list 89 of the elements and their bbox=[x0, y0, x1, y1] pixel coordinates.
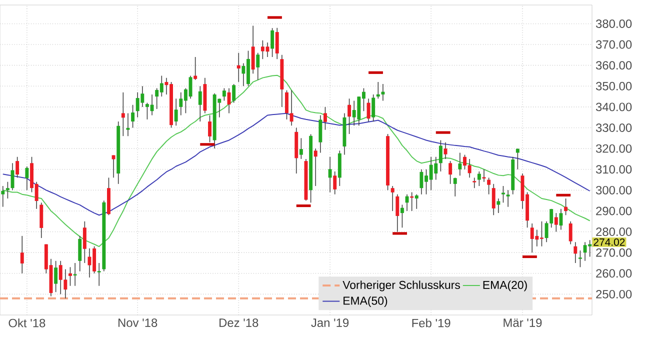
candlestick bbox=[376, 82, 380, 100]
candlestick bbox=[97, 262, 101, 286]
candlestick bbox=[324, 106, 327, 130]
candlestick bbox=[285, 90, 288, 120]
candlestick bbox=[1, 186, 5, 208]
candlestick bbox=[496, 198, 500, 214]
candlestick bbox=[516, 148, 520, 170]
candlestick bbox=[444, 142, 448, 160]
candlestick bbox=[112, 154, 116, 178]
y-tick-label: 340.00 bbox=[596, 102, 632, 112]
candlestick bbox=[381, 84, 385, 102]
candlestick bbox=[236, 52, 240, 82]
y-tick-label: 350.00 bbox=[596, 82, 632, 90]
candlestick bbox=[506, 190, 510, 208]
candlestick bbox=[25, 166, 29, 191]
candlestick bbox=[438, 140, 442, 172]
candlestick bbox=[559, 208, 563, 230]
candlestick bbox=[568, 220, 572, 245]
candlestick bbox=[68, 266, 72, 286]
candlestick bbox=[348, 98, 352, 134]
candlestick bbox=[318, 114, 322, 154]
legend-label: Vorheriger Schlusskurs bbox=[342, 280, 460, 292]
candlestick bbox=[492, 184, 496, 216]
candlestick bbox=[275, 27, 279, 60]
x-tick-label: Okt '18 bbox=[8, 318, 46, 328]
candlestick bbox=[366, 98, 370, 122]
candlestick bbox=[82, 220, 86, 264]
candlestick bbox=[453, 177, 457, 197]
candlestick bbox=[477, 171, 481, 186]
candlestick bbox=[232, 84, 236, 104]
candlestick bbox=[502, 186, 505, 204]
x-tick-label: Dez '18 bbox=[220, 318, 258, 327]
candlestick bbox=[487, 177, 491, 195]
candlestick bbox=[396, 194, 400, 232]
candlestick bbox=[290, 90, 294, 126]
candlestick bbox=[6, 181, 10, 199]
legend-label: EMA(50) bbox=[344, 296, 388, 308]
y-tick-label: 290.00 bbox=[596, 206, 632, 216]
text: 274.02 bbox=[594, 238, 625, 246]
candlestick bbox=[578, 250, 582, 268]
candlestick bbox=[20, 236, 24, 274]
candlestick bbox=[564, 198, 568, 216]
y-tick-label: 310.00 bbox=[596, 165, 632, 174]
candlestick bbox=[54, 260, 58, 293]
candlestick bbox=[472, 177, 476, 188]
y-tick-label: 250.00 bbox=[596, 290, 632, 298]
candlestick bbox=[222, 88, 226, 102]
y-tick-label: 300.00 bbox=[596, 186, 632, 194]
candlestick bbox=[299, 138, 303, 160]
candlestick bbox=[482, 168, 486, 182]
candlestick bbox=[174, 98, 178, 126]
candlestick bbox=[372, 94, 376, 122]
candlestick bbox=[448, 160, 452, 184]
candlestick bbox=[270, 28, 274, 58]
candlestick bbox=[78, 236, 82, 272]
candlestick bbox=[126, 112, 130, 136]
candlestick bbox=[400, 204, 404, 228]
candlestick bbox=[131, 104, 135, 128]
y-tick-label: 370.00 bbox=[596, 40, 632, 49]
candlestick bbox=[414, 194, 418, 210]
candlestick bbox=[256, 52, 260, 80]
x-tick-label: Mär '19 bbox=[504, 318, 542, 327]
y-tick-label: 280.00 bbox=[596, 228, 632, 236]
candlestick bbox=[251, 25, 255, 74]
x-tick-label: Jan '19 bbox=[311, 318, 349, 327]
candlestick bbox=[198, 86, 202, 122]
candlestick bbox=[554, 212, 558, 232]
candlestick bbox=[328, 156, 332, 193]
candlestick bbox=[40, 202, 44, 238]
candlestick bbox=[314, 148, 318, 186]
candlestick bbox=[16, 156, 20, 178]
legend-label: EMA(20) bbox=[483, 280, 527, 292]
candlestick bbox=[208, 114, 212, 143]
candlestick bbox=[574, 242, 578, 264]
x-tick-label: Nov '18 bbox=[118, 318, 158, 327]
y-tick-label: 270.00 bbox=[596, 248, 632, 257]
candlestick bbox=[405, 194, 409, 212]
candlestick bbox=[458, 152, 462, 176]
candlestick bbox=[73, 262, 77, 286]
y-tick-label: 260.00 bbox=[596, 269, 632, 278]
x-tick-label: Feb '19 bbox=[412, 318, 450, 328]
candlestick bbox=[390, 186, 394, 212]
y-tick-label: 380.00 bbox=[596, 19, 632, 28]
candlestick bbox=[333, 171, 337, 195]
y-tick-label: 330.00 bbox=[596, 124, 632, 132]
y-tick-label: 320.00 bbox=[596, 144, 632, 153]
candlestick bbox=[194, 56, 198, 80]
candlestick bbox=[121, 92, 125, 136]
y-tick-label: 360.00 bbox=[596, 61, 632, 70]
